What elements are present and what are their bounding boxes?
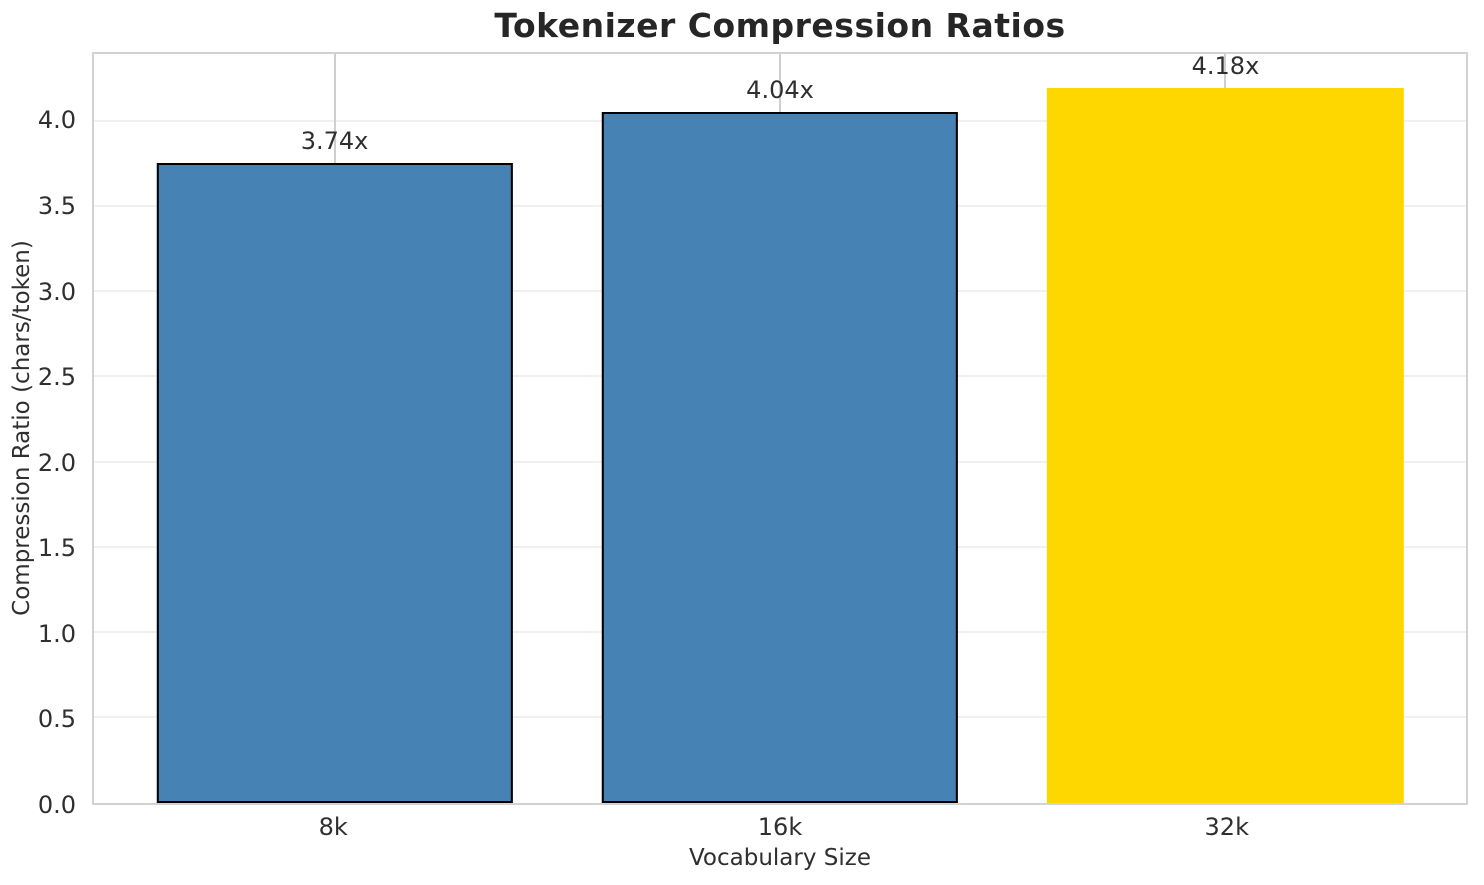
bar-value-label: 3.74x [300,126,369,155]
y-tick-label: 3.5 [37,192,76,221]
y-tick-label: 1.0 [37,619,76,648]
bar-16k [601,111,959,803]
plot-area: 3.74x 4.04x 4.18x [92,52,1468,805]
y-tick-label: 4.0 [37,106,76,135]
x-axis-ticks: 8k 16k 32k [92,813,1468,845]
y-tick-label: 0.0 [37,791,76,819]
bar-8k [156,162,513,803]
bar-value-label: 4.04x [746,75,814,104]
chart-title: Tokenizer Compression Ratios [494,6,1066,45]
y-tick-label: 2.5 [37,363,76,392]
y-tick-label: 0.5 [37,705,76,734]
y-tick-label: 3.0 [37,277,76,306]
bar-value-label: 4.18x [1191,51,1260,80]
x-tick-label: 32k [1204,813,1249,841]
y-axis-ticks: 0.0 0.5 1.0 1.5 2.0 2.5 3.0 3.5 4.0 [0,52,76,819]
y-tick-label: 1.5 [37,534,76,563]
x-axis-label: Vocabulary Size [688,845,871,871]
y-axis-label: Compression Ratio (chars/token) [9,240,35,616]
y-tick-label: 2.0 [37,448,76,477]
bar-32k [1047,87,1404,803]
x-tick-label: 8k [318,813,348,841]
x-tick-label: 16k [757,813,803,841]
